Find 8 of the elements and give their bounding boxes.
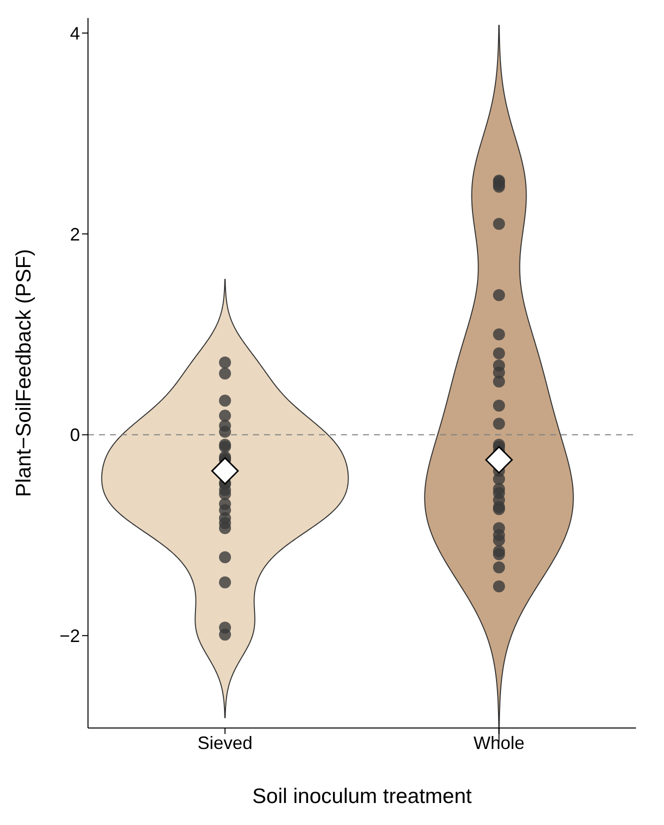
x-tick-label: Whole: [473, 732, 525, 753]
x-tick-label: Sieved: [197, 732, 253, 753]
y-axis-title: Plant−SoilFeedback (PSF): [12, 248, 36, 498]
x-axis-title: Soil inoculum treatment: [252, 785, 472, 808]
y-tick-label: −2: [59, 626, 80, 646]
y-tick-label: 4: [70, 23, 80, 44]
y-tick-label: 0: [70, 425, 80, 446]
y-tick-label: 2: [70, 224, 80, 244]
